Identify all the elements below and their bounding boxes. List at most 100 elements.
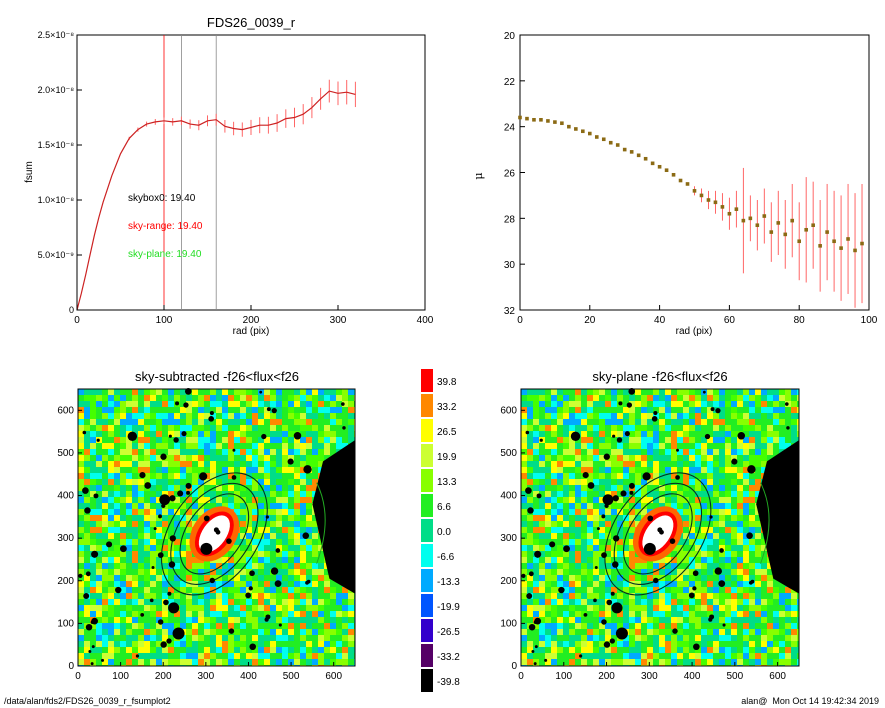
- pixel-cell: [306, 425, 312, 431]
- pixel-cell: [174, 611, 180, 617]
- pixel-cell: [743, 449, 749, 455]
- pixel-cell: [773, 401, 779, 407]
- colorbar-swatch: [421, 419, 433, 442]
- pixel-cell: [701, 653, 707, 659]
- masked-star: [643, 542, 656, 555]
- pixel-cell: [78, 521, 84, 527]
- pixel-cell: [240, 551, 246, 557]
- pixel-cell: [84, 659, 90, 665]
- pixel-cell: [563, 515, 569, 521]
- pixel-cell: [557, 401, 563, 407]
- pixel-cell: [174, 545, 180, 551]
- pixel-cell: [611, 491, 617, 497]
- pixel-cell: [312, 443, 318, 449]
- pixel-cell: [743, 563, 749, 569]
- pixel-cell: [78, 467, 84, 473]
- pixel-cell: [282, 443, 288, 449]
- pixel-cell: [186, 509, 192, 515]
- pixel-cell: [617, 407, 623, 413]
- pixel-cell: [605, 551, 611, 557]
- pixel-cell: [599, 509, 605, 515]
- pixel-cell: [701, 461, 707, 467]
- pixel-cell: [719, 629, 725, 635]
- pixel-cell: [174, 473, 180, 479]
- pixel-cell: [330, 599, 336, 605]
- pixel-cell: [779, 437, 785, 443]
- pixel-cell: [755, 389, 761, 395]
- pixel-cell: [701, 557, 707, 563]
- pixel-cell: [743, 413, 749, 419]
- pixel-cell: [300, 425, 306, 431]
- pixel-cell: [557, 425, 563, 431]
- y-axis-label: fsum: [24, 161, 35, 183]
- pixel-cell: [198, 485, 204, 491]
- pixel-cell: [162, 581, 168, 587]
- pixel-cell: [575, 593, 581, 599]
- pixel-cell: [294, 389, 300, 395]
- pixel-cell: [264, 461, 270, 467]
- pixel-cell: [677, 617, 683, 623]
- pixel-cell: [132, 533, 138, 539]
- pixel-cell: [120, 509, 126, 515]
- pixel-cell: [312, 593, 318, 599]
- pixel-cell: [78, 533, 84, 539]
- data-point: [567, 124, 571, 129]
- pixel-cell: [527, 413, 533, 419]
- pixel-cell: [755, 515, 761, 521]
- pixel-cell: [90, 611, 96, 617]
- pixel-cell: [719, 521, 725, 527]
- pixel-cell: [797, 623, 799, 629]
- pixel-cell: [114, 401, 120, 407]
- pixel-cell: [186, 413, 192, 419]
- pixel-cell: [144, 521, 150, 527]
- pixel-cell: [312, 629, 318, 635]
- pixel-cell: [767, 389, 773, 395]
- pixel-cell: [767, 599, 773, 605]
- pixel-cell: [144, 395, 150, 401]
- pixel-cell: [336, 395, 342, 401]
- pixel-cell: [126, 659, 132, 665]
- pixel-cell: [288, 443, 294, 449]
- pixel-cell: [198, 611, 204, 617]
- pixel-cell: [168, 473, 174, 479]
- pixel-cell: [246, 437, 252, 443]
- pixel-cell: [647, 659, 653, 665]
- pixel-cell: [569, 647, 575, 653]
- pixel-cell: [180, 407, 186, 413]
- pixel-cell: [707, 437, 713, 443]
- pixel-cell: [216, 617, 222, 623]
- pixel-cell: [587, 539, 593, 545]
- pixel-cell: [677, 485, 683, 491]
- pixel-cell: [144, 491, 150, 497]
- pixel-cell: [605, 563, 611, 569]
- pixel-cell: [707, 485, 713, 491]
- pixel-cell: [246, 419, 252, 425]
- pixel-cell: [324, 443, 330, 449]
- pixel-cell: [132, 629, 138, 635]
- pixel-cell: [234, 593, 240, 599]
- pixel-cell: [108, 467, 114, 473]
- pixel-cell: [605, 425, 611, 431]
- isophote-ellipse: [170, 482, 259, 585]
- pixel-cell: [725, 593, 731, 599]
- pixel-cell: [719, 527, 725, 533]
- pixel-cell: [246, 491, 252, 497]
- pixel-cell: [629, 467, 635, 473]
- pixel-cell: [240, 467, 246, 473]
- pixel-cell: [228, 617, 234, 623]
- pixel-cell: [533, 581, 539, 587]
- pixel-cell: [162, 515, 168, 521]
- pixel-cell: [336, 599, 342, 605]
- pixel-cell: [306, 503, 312, 509]
- pixel-cell: [533, 659, 539, 665]
- pixel-cell: [162, 389, 168, 395]
- masked-star: [115, 586, 122, 594]
- masked-star: [704, 433, 711, 440]
- pixel-cell: [737, 623, 743, 629]
- pixel-cell: [180, 653, 186, 659]
- pixel-cell: [180, 545, 186, 551]
- pixel-cell: [276, 437, 282, 443]
- pixel-cell: [144, 551, 150, 557]
- masked-star: [528, 623, 536, 631]
- masked-star: [83, 593, 90, 599]
